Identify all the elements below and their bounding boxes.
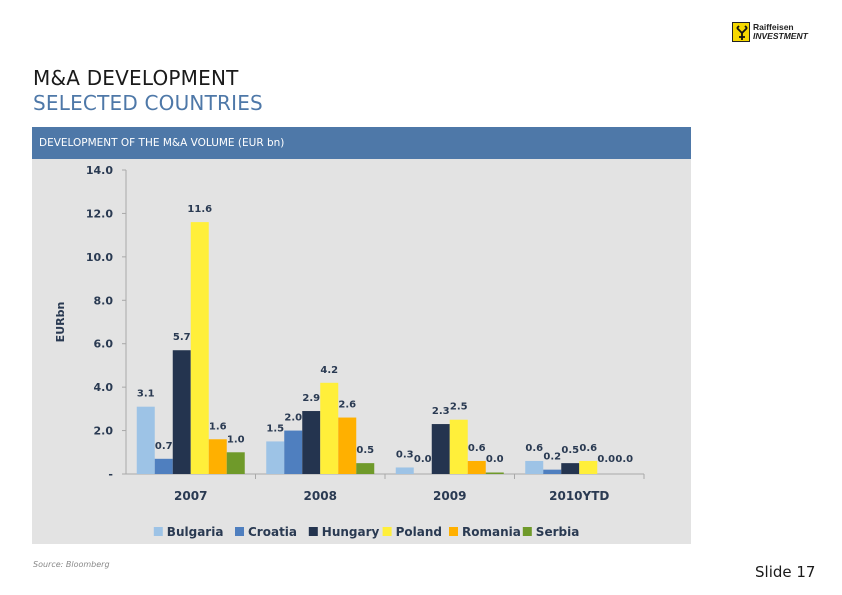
bar-chart: - 2.0 4.0 6.0 8.0 10.0 12.0 14.0 EURbn 2007 2008 20… <box>54 164 645 539</box>
bar <box>154 458 173 474</box>
chart-panel-header: DEVELOPMENT OF THE M&A VOLUME (EUR bn) <box>32 127 691 159</box>
data-label: 2.0 <box>284 413 302 424</box>
data-label: 0.0 <box>486 454 504 465</box>
data-label: 0.3 <box>396 449 414 460</box>
bar <box>338 417 357 474</box>
y-tick-label: 8.0 <box>94 294 114 307</box>
bar <box>190 222 209 474</box>
data-label: 0.7 <box>155 441 173 452</box>
data-label: 1.0 <box>227 434 245 445</box>
y-tick-label: 2.0 <box>94 425 114 438</box>
data-label: 0.6 <box>468 443 486 454</box>
x-tick-label: 2009 <box>433 489 466 503</box>
data-label: 3.1 <box>137 389 155 400</box>
legend-swatch <box>235 527 244 536</box>
source-note: Source: Bloomberg <box>33 560 110 569</box>
data-label: 2.3 <box>432 406 450 417</box>
legend-label: Romania <box>462 525 521 539</box>
page-subtitle: SELECTED COUNTRIES <box>33 91 263 115</box>
logo-line2: INVESTMENT <box>753 31 808 41</box>
legend-label: Hungary <box>322 525 380 539</box>
data-label: 0.0 <box>615 454 633 465</box>
bar <box>266 441 285 474</box>
bar <box>302 411 321 474</box>
legend-swatch <box>153 527 163 536</box>
bar <box>431 424 450 474</box>
data-label: 4.2 <box>320 365 338 376</box>
bar <box>226 452 245 474</box>
bar <box>172 350 191 474</box>
data-label: 2.9 <box>302 393 320 404</box>
bar <box>525 460 544 474</box>
data-label: 11.6 <box>187 204 212 215</box>
data-label: 0.5 <box>356 445 374 456</box>
bar <box>467 460 486 474</box>
bar <box>320 382 339 474</box>
raiffeisen-logo: Raiffeisen INVESTMENT <box>732 22 822 44</box>
legend-swatch <box>449 527 458 536</box>
logo-line1: Raiffeisen <box>753 22 794 32</box>
x-tick-label: 2007 <box>174 489 207 503</box>
data-label: 0.5 <box>561 445 579 456</box>
y-tick-label: 12.0 <box>86 207 113 220</box>
data-label: 1.5 <box>266 423 284 434</box>
logo-text: Raiffeisen INVESTMENT <box>753 23 808 41</box>
raiffeisen-gable-icon <box>732 22 750 42</box>
legend-label: Croatia <box>248 525 297 539</box>
y-tick-label: 10.0 <box>86 251 113 264</box>
bar <box>561 463 580 474</box>
legend-label: Serbia <box>536 525 580 539</box>
bar <box>543 469 562 474</box>
data-label: 0.6 <box>525 443 543 454</box>
data-label: 1.6 <box>209 421 227 432</box>
legend-swatch <box>382 527 392 536</box>
data-label: 0.0 <box>597 454 615 465</box>
bar <box>485 472 504 474</box>
x-tick-label: 2008 <box>304 489 337 503</box>
slide-number: Slide 17 <box>755 563 816 581</box>
page-title: M&A DEVELOPMENT <box>33 66 239 90</box>
data-label: 0.2 <box>543 452 561 463</box>
y-tick-label: 4.0 <box>94 381 114 394</box>
bar <box>579 460 598 474</box>
bar <box>136 406 155 474</box>
x-tick-label: 2010YTD <box>549 489 609 503</box>
chart-panel: - 2.0 4.0 6.0 8.0 10.0 12.0 14.0 EURbn 2007 2008 20… <box>32 159 691 544</box>
data-label: 0.0 <box>414 454 432 465</box>
legend-swatch <box>522 527 532 536</box>
y-tick-label: 14.0 <box>86 164 113 177</box>
bar <box>449 419 468 474</box>
y-tick-label: - <box>108 468 113 481</box>
legend-label: Poland <box>396 525 442 539</box>
y-axis-label: EURbn <box>54 302 67 343</box>
y-tick-label: 6.0 <box>94 338 114 351</box>
data-label: 2.5 <box>450 402 468 413</box>
data-label: 0.6 <box>579 443 597 454</box>
bar <box>284 430 303 474</box>
data-label: 2.6 <box>338 400 356 411</box>
data-label: 5.7 <box>173 332 191 343</box>
legend-swatch <box>308 527 318 536</box>
bar <box>356 463 375 474</box>
bar <box>208 439 227 474</box>
chart-panel-title: DEVELOPMENT OF THE M&A VOLUME (EUR bn) <box>39 137 285 149</box>
bar <box>395 467 414 474</box>
legend-label: Bulgaria <box>167 525 224 539</box>
